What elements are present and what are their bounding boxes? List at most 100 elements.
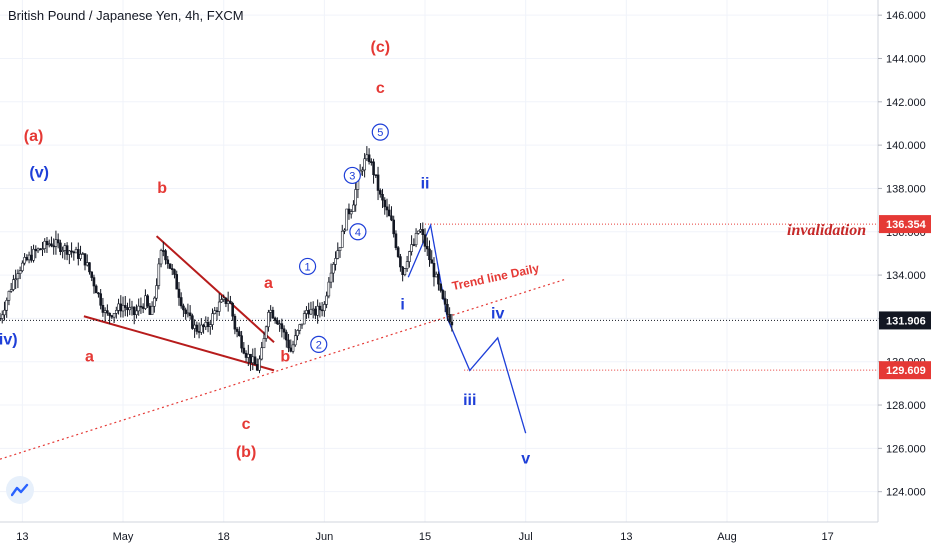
candle-body [365,154,369,160]
candle-body [336,250,340,259]
candle-body [428,248,431,261]
candle-body [412,244,416,246]
candle-body [298,324,302,331]
candle-body [394,233,398,248]
candle-body [240,335,243,349]
candle-body [314,308,317,316]
wave-label: a [264,275,273,292]
candle-body [195,324,199,332]
candle-body [276,320,279,325]
candle-body [191,315,194,329]
candle-body [106,310,109,314]
wave-label: iv [491,305,504,322]
tradingview-logo-icon[interactable] [6,476,34,504]
y-tick-label: 128.000 [886,400,926,412]
candle-body [90,271,94,278]
candle-body [349,211,353,215]
circled-wave-marker [371,123,389,141]
y-tick-label: 146.000 [886,10,926,22]
candle-body [206,321,210,327]
candle-body [370,161,373,163]
wedge-line [155,235,275,343]
x-tick-label: Jul [519,531,533,543]
candle-body [329,272,333,283]
candle-body [43,240,47,249]
candle-body [417,230,420,234]
candle-body [251,356,255,364]
candle-body [296,330,299,337]
candle-body [311,308,315,311]
candle-body [137,305,140,312]
candle-body [408,251,411,263]
candle-body [403,268,407,275]
candle-body [392,219,396,235]
candle-body [115,310,118,314]
candle-body [132,306,136,316]
wave-label: (c) [370,39,390,56]
candle-body [244,352,248,358]
candle-body [385,206,389,211]
candle-body [166,259,170,265]
candle-body [155,285,158,299]
candle-body [54,239,58,247]
candle-body [220,299,223,303]
candle-body [235,328,239,332]
candle-body [264,326,268,339]
candle-body [101,305,105,313]
circled-wave-label: 2 [316,339,322,351]
circled-wave-marker [310,335,328,353]
candle-body [130,306,134,309]
candle-body [345,208,349,231]
y-tick-label: 124.000 [886,487,926,499]
candle-body [14,278,17,281]
candle-body [224,297,228,304]
candle-body [146,295,149,307]
candle-body [141,306,145,309]
candle-body [70,250,73,253]
candle-body [233,315,237,330]
candle-body [437,273,440,285]
y-axis-panel [878,0,932,550]
chart-overlays [0,223,878,460]
candle-body [242,347,246,354]
candle-body [338,247,342,251]
candle-body [186,312,190,315]
candle-body [23,257,26,264]
candle-body [121,305,125,312]
candle-body [282,328,286,333]
candle-body [432,263,436,278]
x-tick-label: 15 [419,531,431,543]
candle-body [41,248,44,250]
candle-body [278,323,281,325]
x-tick-label: 13 [16,531,28,543]
candle-body [255,364,259,371]
candle-body [363,158,366,171]
candle-body [300,323,304,326]
candle-body [170,268,174,270]
candle-body [65,245,69,255]
candle-body [361,169,364,172]
candle-body [27,254,31,261]
y-tick-label: 142.000 [886,97,926,109]
candle-body [200,324,203,333]
candle-body [97,292,100,295]
x-tick-label: Aug [717,531,737,543]
candle-body [112,313,116,318]
candle-body [226,300,230,304]
candle-body [0,314,4,319]
candle-body [68,250,71,255]
candle-body [119,303,123,312]
wave-label: i [400,297,404,314]
candle-body [262,338,266,349]
candle-body [448,314,451,323]
candle-body [168,263,172,269]
candle-body [25,257,29,261]
wave-label: ii [421,175,430,192]
candle-body [30,254,33,261]
candle-body [74,249,78,254]
trend-line-daily [0,278,566,460]
y-tick-label: 134.000 [886,270,926,282]
candle-body [231,302,234,317]
candle-body [271,309,275,319]
candle-body [401,266,404,275]
